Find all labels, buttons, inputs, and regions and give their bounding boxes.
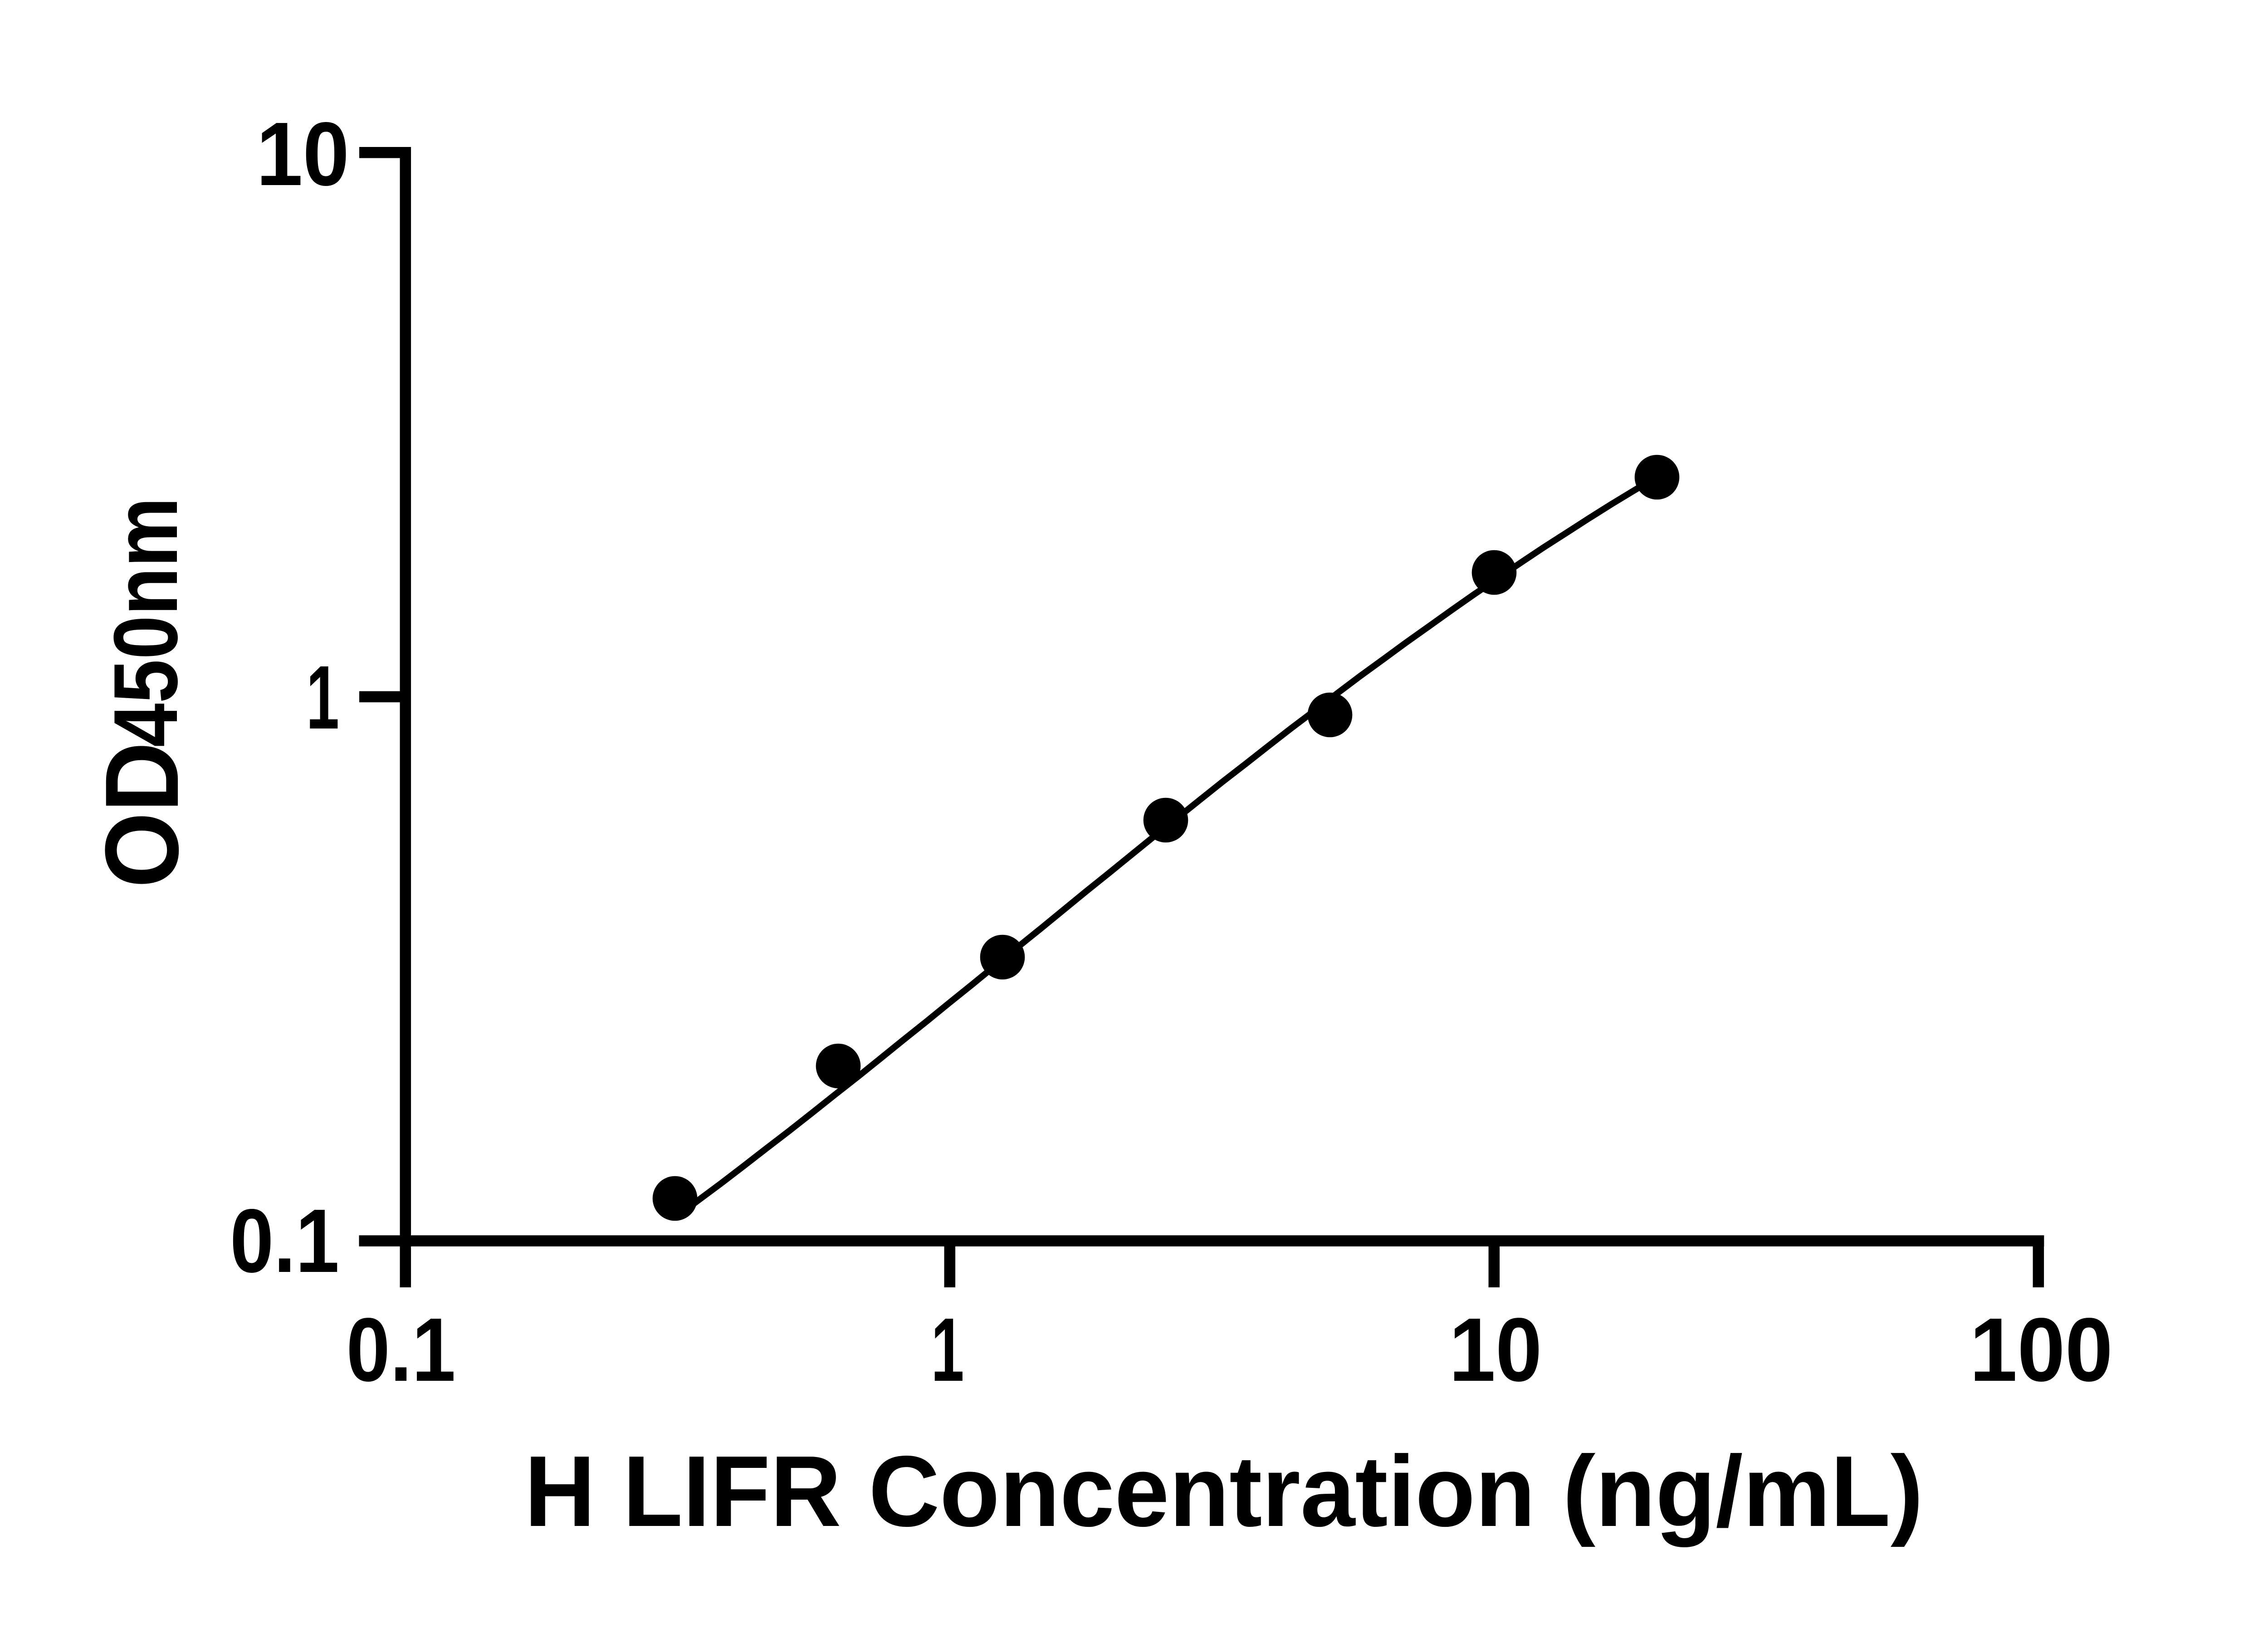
svg-text:1: 1 bbox=[931, 1300, 964, 1400]
svg-text:1: 1 bbox=[306, 647, 339, 748]
svg-text:0.1: 0.1 bbox=[347, 1300, 456, 1400]
svg-text:H LIFR Concentration (ng/mL): H LIFR Concentration (ng/mL) bbox=[524, 1435, 1923, 1548]
svg-text:10: 10 bbox=[1449, 1300, 1542, 1400]
svg-text:450nm: 450nm bbox=[95, 497, 196, 747]
svg-text:0.1: 0.1 bbox=[230, 1191, 339, 1291]
svg-text:OD: OD bbox=[83, 742, 200, 888]
svg-text:100: 100 bbox=[1970, 1300, 2113, 1400]
svg-text:10: 10 bbox=[256, 104, 349, 205]
